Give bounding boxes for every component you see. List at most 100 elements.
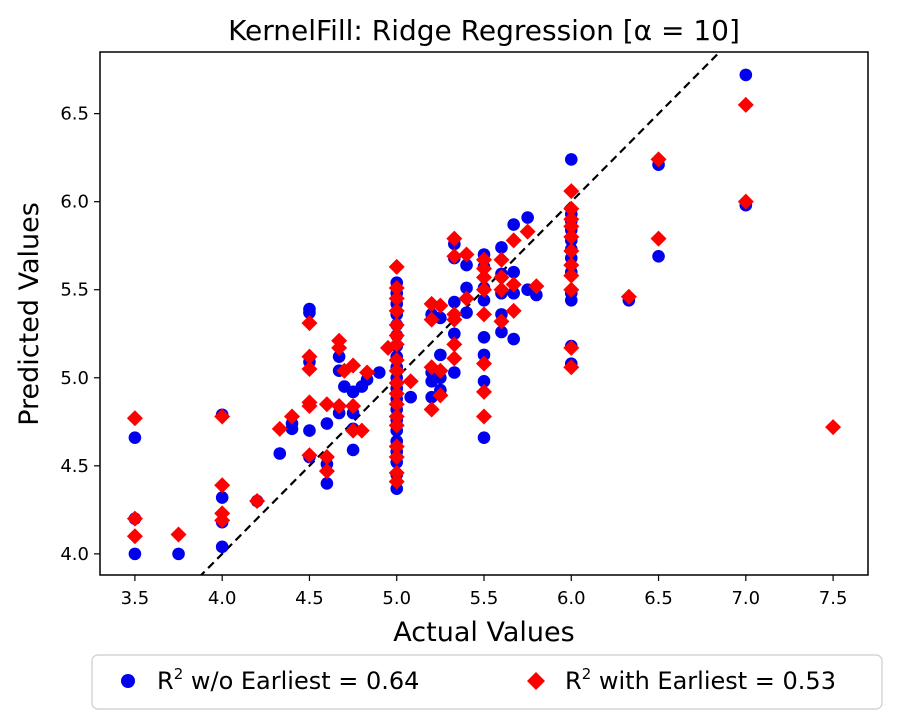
point-with-earliest: [388, 327, 405, 344]
point-with-earliest: [476, 383, 492, 400]
point-without-earliest: [172, 547, 185, 561]
x-tick-label: 7.0: [731, 588, 760, 609]
point-with-earliest: [493, 313, 510, 330]
points-layer: [126, 68, 842, 561]
point-with-earliest: [345, 397, 362, 414]
point-with-earliest: [214, 477, 231, 494]
point-without-earliest: [128, 431, 142, 444]
point-with-earliest: [170, 526, 187, 543]
point-with-earliest: [126, 510, 143, 527]
x-tick-label: 4.5: [295, 588, 324, 609]
point-with-earliest: [388, 362, 405, 379]
point-with-earliest: [331, 397, 348, 414]
x-axis-label: Actual Values: [393, 617, 574, 648]
point-without-earliest: [346, 443, 360, 457]
y-tick-label: 6.5: [60, 104, 89, 125]
point-with-earliest: [446, 336, 463, 353]
point-with-earliest: [563, 183, 580, 200]
point-without-earliest: [564, 153, 578, 166]
point-with-earliest: [388, 258, 405, 275]
point-without-earliest: [404, 390, 417, 404]
point-without-earliest: [477, 293, 491, 307]
point-without-earliest: [739, 68, 753, 82]
point-without-earliest: [448, 295, 461, 309]
point-with-earliest: [563, 228, 580, 245]
point-with-earliest: [446, 230, 463, 247]
point-with-earliest: [388, 352, 405, 369]
legend-marker-circle: [121, 674, 135, 688]
point-without-earliest: [460, 281, 473, 295]
point-without-earliest: [495, 241, 508, 254]
point-without-earliest: [530, 288, 543, 302]
point-with-earliest: [505, 276, 522, 293]
point-with-earliest: [458, 290, 475, 307]
point-with-earliest: [825, 419, 842, 436]
point-with-earliest: [388, 302, 405, 319]
y-tick-label: 4.0: [60, 544, 89, 565]
point-without-earliest: [507, 265, 520, 279]
point-with-earliest: [301, 360, 318, 377]
y-axis: 4.0 4.5 5.0 5.5 6.0 6.5: [60, 104, 100, 565]
point-with-earliest: [388, 417, 405, 434]
point-with-earliest: [318, 463, 335, 480]
point-with-earliest: [620, 288, 637, 305]
point-without-earliest: [215, 540, 229, 554]
point-with-earliest: [301, 394, 318, 411]
point-with-earliest: [214, 505, 231, 522]
point-with-earliest: [402, 373, 419, 390]
legend-marker-diamond: [527, 672, 545, 690]
point-with-earliest: [519, 223, 536, 240]
point-without-earliest: [303, 302, 316, 316]
point-with-earliest: [432, 387, 449, 404]
point-with-earliest: [446, 248, 463, 265]
legend-frame: [91, 654, 883, 710]
point-with-earliest: [388, 464, 405, 481]
point-without-earliest: [448, 327, 461, 341]
point-with-earliest: [388, 336, 405, 353]
point-with-earliest: [563, 257, 580, 274]
point-with-earliest: [563, 281, 580, 298]
legend: R2 w/o Earliest = 0.64 R2 with Earliest =…: [91, 654, 883, 710]
point-without-earliest: [495, 325, 508, 339]
y-tick-label: 5.5: [60, 280, 89, 301]
point-with-earliest: [493, 269, 510, 286]
y-axis-label: Predicted Values: [14, 202, 45, 426]
x-tick-label: 6.5: [644, 588, 673, 609]
point-with-earliest: [301, 315, 318, 332]
point-without-earliest: [477, 330, 491, 344]
point-without-earliest: [332, 350, 346, 363]
x-tick-label: 5.5: [470, 588, 499, 609]
point-with-earliest: [423, 311, 440, 328]
chart-title: KernelFill: Ridge Regression [α = 10]: [228, 14, 740, 47]
point-with-earliest: [388, 290, 405, 307]
point-without-earliest: [477, 374, 491, 388]
point-with-earliest: [388, 473, 405, 490]
point-with-earliest: [318, 396, 335, 413]
point-with-earliest: [249, 493, 266, 510]
point-with-earliest: [388, 279, 405, 296]
point-without-earliest: [460, 306, 473, 319]
legend-label: R2 w/o Earliest = 0.64: [157, 665, 419, 695]
point-with-earliest: [505, 302, 522, 319]
point-with-earliest: [563, 339, 580, 356]
point-without-earliest: [507, 332, 520, 346]
legend-label: R2 with Earliest = 0.53: [565, 665, 836, 695]
point-with-earliest: [476, 306, 492, 323]
point-with-earliest: [650, 151, 667, 168]
point-with-earliest: [126, 410, 143, 427]
point-with-earliest: [353, 422, 370, 439]
point-with-earliest: [563, 200, 580, 217]
point-with-earliest: [432, 362, 449, 379]
x-tick-label: 4.0: [208, 588, 237, 609]
x-tick-label: 6.0: [557, 588, 586, 609]
point-with-earliest: [476, 251, 492, 268]
point-with-earliest: [476, 260, 492, 277]
point-with-earliest: [476, 281, 492, 298]
point-with-earliest: [528, 278, 545, 295]
point-without-earliest: [521, 211, 534, 224]
point-with-earliest: [126, 528, 143, 545]
point-with-earliest: [423, 401, 440, 418]
point-with-earliest: [563, 242, 580, 259]
point-with-earliest: [476, 408, 492, 425]
y-tick-label: 5.0: [60, 368, 89, 389]
